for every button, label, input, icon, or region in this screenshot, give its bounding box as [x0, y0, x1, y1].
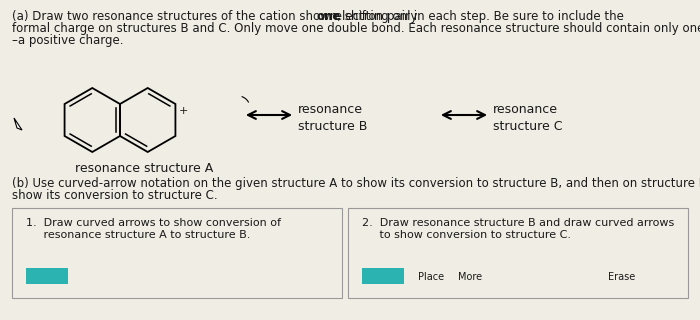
Text: resonance structure A to structure B.: resonance structure A to structure B.	[26, 230, 251, 240]
Text: –a positive charge.: –a positive charge.	[12, 34, 123, 47]
Text: formal charge on structures B and C. Only move one double bond. Each resonance s: formal charge on structures B and C. Onl…	[12, 22, 700, 35]
Text: (a) Draw two resonance structures of the cation shown, shifting only: (a) Draw two resonance structures of the…	[12, 10, 421, 23]
Text: 1.  Draw curved arrows to show conversion of: 1. Draw curved arrows to show conversion…	[26, 218, 281, 228]
Text: resonance structure A: resonance structure A	[75, 162, 214, 175]
Text: resonance
structure B: resonance structure B	[298, 103, 368, 133]
FancyBboxPatch shape	[12, 208, 342, 298]
FancyBboxPatch shape	[362, 268, 404, 284]
Text: Erase: Erase	[608, 272, 636, 282]
Text: 2.  Draw resonance structure B and draw curved arrows: 2. Draw resonance structure B and draw c…	[362, 218, 674, 228]
FancyBboxPatch shape	[26, 268, 68, 284]
Text: More: More	[458, 272, 482, 282]
Text: one: one	[317, 10, 342, 23]
Text: Place: Place	[418, 272, 444, 282]
Polygon shape	[14, 118, 22, 130]
FancyBboxPatch shape	[348, 208, 688, 298]
Text: resonance
structure C: resonance structure C	[493, 103, 563, 133]
Text: electron pair in each step. Be sure to include the: electron pair in each step. Be sure to i…	[331, 10, 624, 23]
Text: to show conversion to structure C.: to show conversion to structure C.	[362, 230, 571, 240]
Text: +: +	[178, 106, 188, 116]
Text: (b) Use curved-arrow notation on the given structure A to show its conversion to: (b) Use curved-arrow notation on the giv…	[12, 177, 700, 190]
Text: show its conversion to structure C.: show its conversion to structure C.	[12, 189, 218, 202]
